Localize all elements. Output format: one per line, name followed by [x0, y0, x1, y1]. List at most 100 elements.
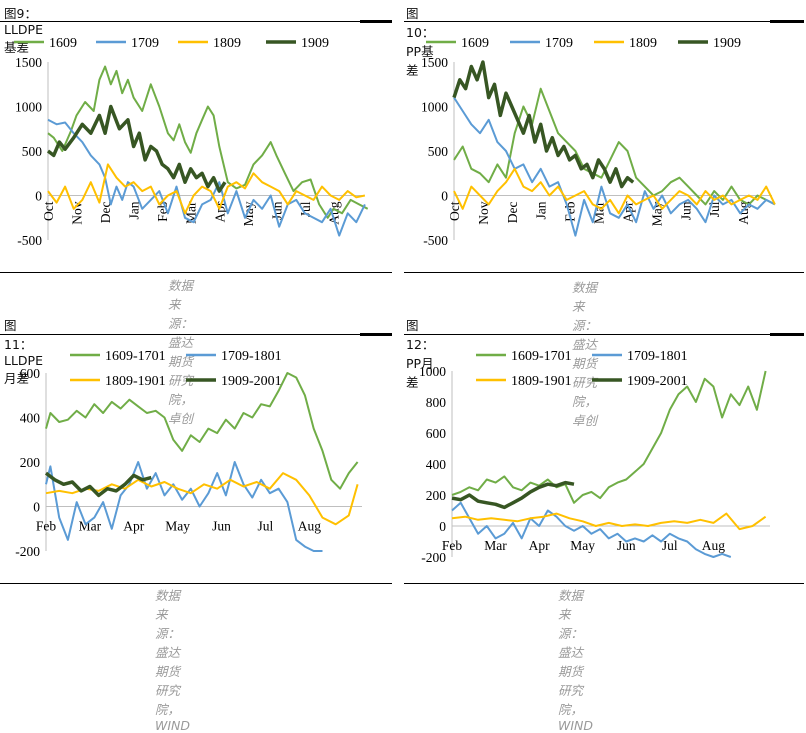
y-tick-label: 800 — [426, 395, 447, 410]
x-tick-label: Jul — [298, 201, 313, 217]
y-tick-label: 600 — [20, 366, 41, 381]
x-tick-label: Apr — [123, 519, 144, 534]
title-rule — [0, 334, 360, 335]
series-line-1909-2001 — [451, 480, 575, 510]
x-tick-label-group: Dec — [98, 201, 113, 223]
x-tick-label: Jun — [212, 519, 231, 534]
x-tick-label: Apr — [529, 538, 550, 553]
series-line-1609-1701 — [45, 372, 359, 490]
y-tick-label: 1500 — [15, 55, 42, 70]
title-rule-accent — [360, 20, 392, 23]
bottom-rule — [0, 583, 392, 584]
y-tick-label: 0 — [441, 189, 448, 204]
series-line-1709-1801 — [451, 501, 732, 558]
y-tick-label: 500 — [428, 144, 449, 159]
x-tick-label: Feb — [36, 519, 57, 534]
chart-c12: -200 0 200 400 600 800 1000 Feb Mar Apr May Jun Jul A… — [419, 349, 770, 565]
bottom-rule — [404, 272, 804, 273]
x-tick-label-group: Jan — [127, 201, 142, 219]
x-tick-label-group: Feb — [155, 201, 170, 222]
x-tick-label: Nov — [476, 201, 491, 224]
series-line-1909 — [46, 104, 227, 193]
bottom-rule — [404, 583, 804, 584]
x-tick-label: May — [165, 519, 190, 534]
x-tick-label-group: May — [241, 201, 256, 226]
y-tick-label: -200 — [15, 544, 40, 559]
x-tick-label: Jun — [617, 538, 636, 553]
legend-label: 1609-1701 — [511, 349, 572, 364]
x-tick-label: Jul — [662, 538, 678, 553]
series-line-1809-1901 — [45, 472, 359, 526]
source-note: 数据来源：盛达期货研究院，WIND — [155, 588, 191, 733]
x-tick-label: Aug — [326, 201, 341, 224]
legend-label: 1709-1801 — [627, 349, 688, 364]
x-tick-label: Oct — [447, 201, 462, 221]
x-tick-label: Jul — [258, 519, 274, 534]
x-tick-label-group: Aug — [326, 201, 341, 224]
x-tick-label: Jan — [534, 201, 549, 219]
x-tick-label-group: Jul — [298, 201, 313, 217]
series-line-1609-1701 — [451, 370, 767, 504]
x-tick-label: May — [241, 201, 256, 226]
series-line-1909 — [452, 60, 635, 189]
x-tick-label: Feb — [155, 201, 170, 222]
legend-label: 1709 — [131, 36, 159, 51]
series-line-1709-1801 — [45, 461, 323, 552]
title-rule-accent — [360, 333, 392, 336]
legend-label: 1709 — [545, 36, 573, 51]
title-rule-accent — [770, 20, 804, 23]
series-line-1609 — [47, 65, 369, 219]
x-tick-label: Dec — [98, 201, 113, 223]
series-line-1609 — [453, 87, 776, 206]
y-tick-label: -500 — [423, 233, 448, 248]
y-tick-label: 1000 — [419, 364, 446, 379]
y-tick-label: 0 — [33, 500, 40, 515]
series-line-1809 — [453, 167, 776, 215]
legend-label: 1609 — [49, 36, 77, 51]
y-tick-label: 1000 — [421, 100, 448, 115]
legend-label: 1609-1701 — [105, 349, 166, 364]
source-note: 数据来源：盛达期货研究院，卓创 — [572, 280, 598, 428]
chart-title: 图9：LLDPE基差 — [4, 6, 43, 55]
title-rule — [404, 334, 770, 335]
bottom-rule — [0, 272, 392, 273]
y-tick-label: 200 — [426, 488, 447, 503]
y-tick-label: 500 — [22, 144, 43, 159]
x-tick-label: Dec — [505, 201, 520, 223]
x-tick-label: Oct — [41, 201, 56, 221]
series-line-1709 — [47, 118, 366, 237]
legend-label: 1809 — [629, 36, 657, 51]
x-tick-label-group: Apr — [620, 201, 635, 222]
chart-title: 图12：PP月差 — [406, 318, 435, 390]
chart-title: 图10：PP基差 — [406, 6, 435, 78]
x-tick-label-group: Oct — [41, 201, 56, 221]
y-tick-label: -500 — [17, 233, 42, 248]
x-tick-label: Aug — [702, 538, 725, 553]
x-tick-label-group: Nov — [476, 201, 491, 224]
series-line-1809-1901 — [451, 512, 767, 531]
y-tick-label: -200 — [421, 550, 446, 565]
y-tick-label: 600 — [426, 426, 447, 441]
legend-label: 1909 — [301, 36, 329, 51]
x-tick-label: Feb — [442, 538, 463, 553]
y-tick-label: 200 — [20, 455, 41, 470]
legend-label: 1809-1901 — [511, 374, 572, 389]
x-tick-label-group: Oct — [447, 201, 462, 221]
x-tick-label: Jan — [127, 201, 142, 219]
x-tick-label: May — [570, 538, 595, 553]
legend-label: 1809-1901 — [105, 374, 166, 389]
legend-label: 1909-2001 — [627, 374, 688, 389]
x-tick-label: Apr — [212, 201, 227, 222]
title-rule — [0, 21, 360, 22]
legend-label: 1809 — [213, 36, 241, 51]
title-rule — [404, 21, 770, 22]
legend-label: 1909-2001 — [221, 374, 282, 389]
y-tick-label: 400 — [20, 411, 41, 426]
source-note: 数据来源：盛达期货研究院，卓创 — [168, 278, 194, 426]
series-line-1809 — [47, 163, 366, 215]
chart-title: 图11：LLDPE月差 — [4, 318, 43, 386]
title-rule-accent — [770, 333, 804, 336]
x-tick-label: Mar — [484, 538, 507, 553]
